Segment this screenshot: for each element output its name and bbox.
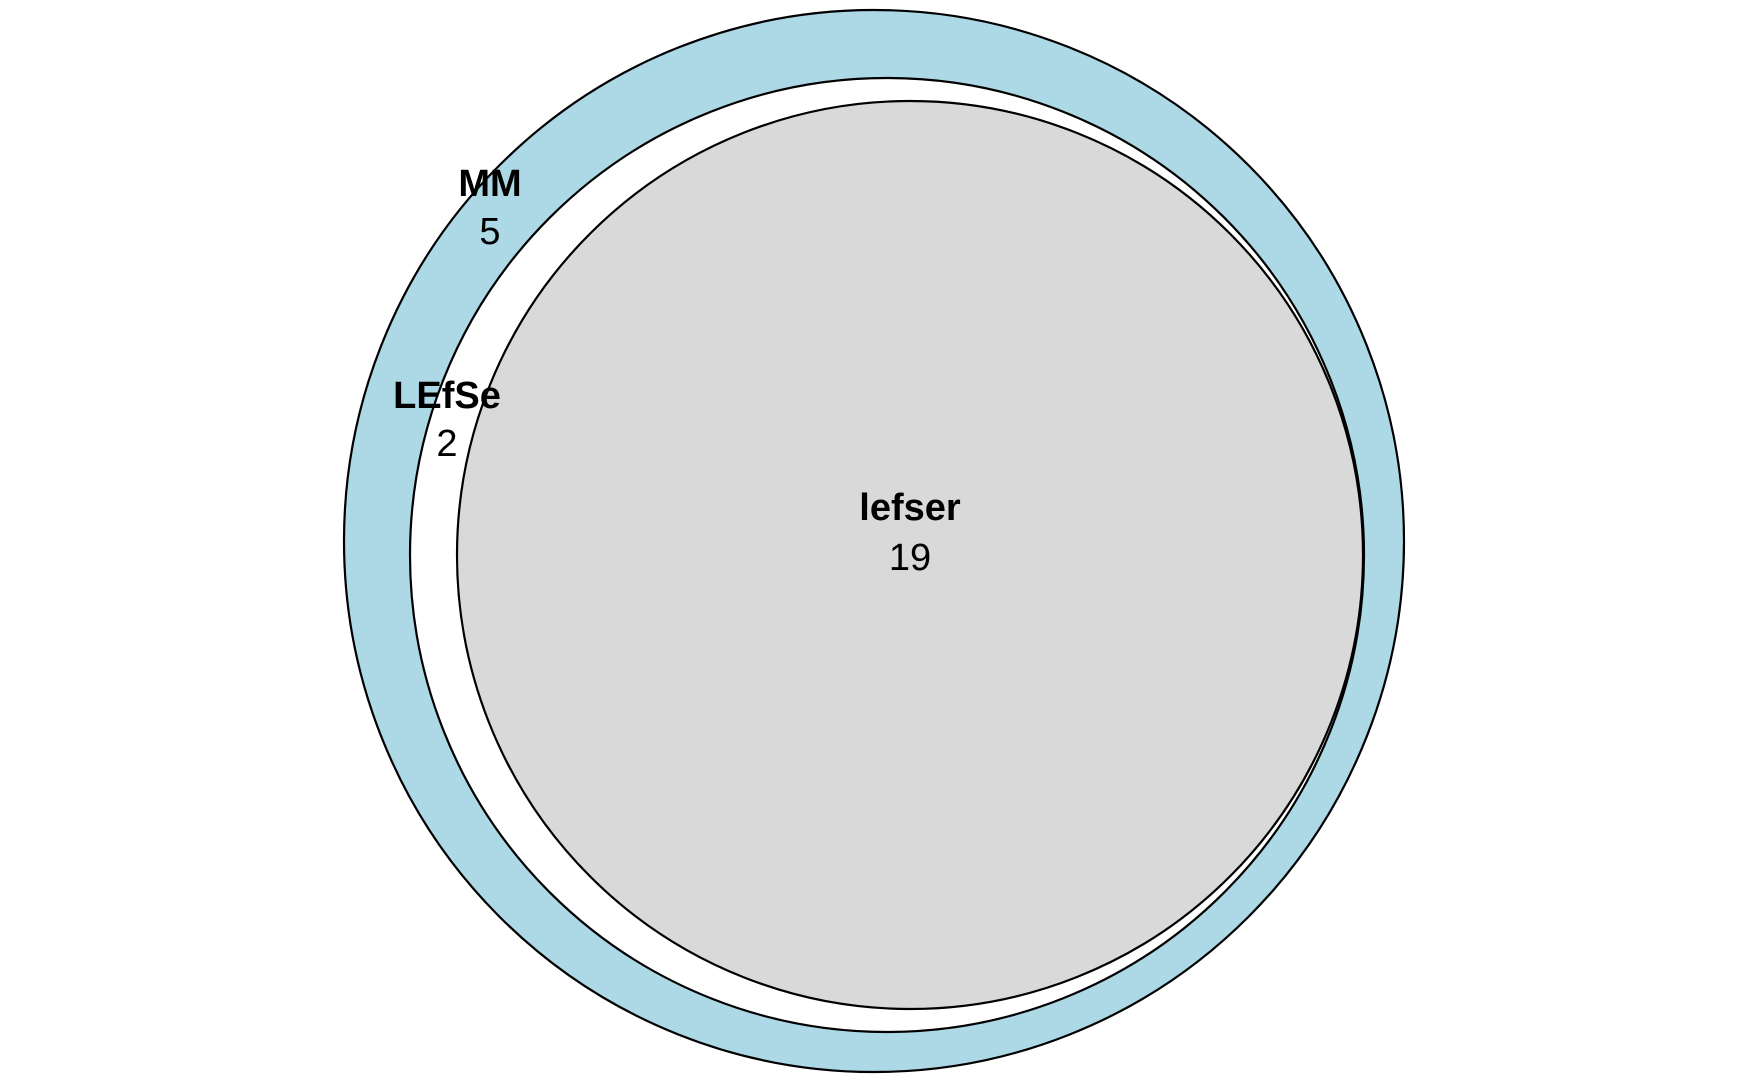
- set-lefser-count: 19: [889, 537, 931, 579]
- set-lefser-name: lefser: [859, 487, 961, 529]
- set-mm-name: MM: [458, 163, 521, 205]
- set-lefse-count: 2: [436, 423, 457, 465]
- set-lefse-name: LEfSe: [393, 375, 501, 417]
- set-mm-count: 5: [479, 211, 500, 253]
- set-lefser-region: [455, 99, 1365, 1011]
